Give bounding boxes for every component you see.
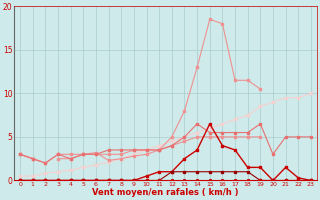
X-axis label: Vent moyen/en rafales ( km/h ): Vent moyen/en rafales ( km/h ) [92,188,239,197]
